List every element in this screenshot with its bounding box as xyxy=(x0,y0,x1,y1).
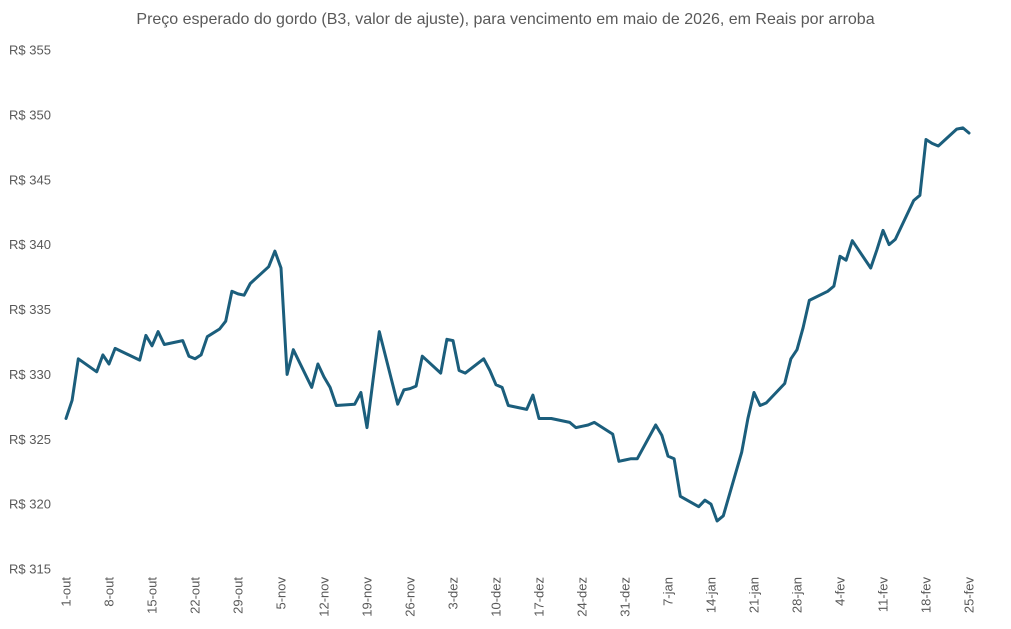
x-tick-label: 29-out xyxy=(231,577,246,614)
x-tick-label: 8-out xyxy=(102,577,117,607)
x-tick-label: 28-jan xyxy=(790,577,805,613)
x-tick-label: 15-out xyxy=(145,577,160,614)
x-tick-label: 14-jan xyxy=(704,577,719,613)
x-tick-label: 18-fev xyxy=(919,577,934,614)
y-tick-label: R$ 330 xyxy=(9,367,51,382)
x-tick-label: 11-fev xyxy=(876,577,891,613)
x-tick-label: 1-out xyxy=(59,577,74,607)
x-tick-label: 26-nov xyxy=(403,577,418,617)
series-line xyxy=(64,126,971,523)
x-tick-label: 31-dez xyxy=(618,577,633,617)
chart-title: Preço esperado do gordo (B3, valor de aj… xyxy=(136,11,875,28)
x-tick-label: 25-fev xyxy=(962,577,977,614)
y-tick-label: R$ 325 xyxy=(9,432,51,447)
y-tick-label: R$ 340 xyxy=(9,237,51,252)
x-tick-label: 10-dez xyxy=(489,577,504,617)
x-tick-label: 21-jan xyxy=(747,577,762,613)
x-tick-label: 12-nov xyxy=(317,577,332,617)
x-tick-label: 17-dez xyxy=(532,577,547,617)
y-tick-label: R$ 320 xyxy=(9,497,51,512)
x-axis-labels: 1-out 8-out 15-out 22-out 29-out 5-nov 12-nov 1… xyxy=(59,577,977,617)
y-tick-label: R$ 350 xyxy=(9,107,51,122)
y-tick-label: R$ 315 xyxy=(9,562,51,577)
y-axis-labels: R$ 315 R$ 320 R$ 325 R$ 330 R$ 335 R$ 340 R$ 3… xyxy=(9,43,51,577)
x-tick-label: 5-nov xyxy=(274,577,289,610)
x-tick-label: 7-jan xyxy=(661,577,676,606)
x-tick-label: 22-out xyxy=(188,577,203,614)
x-tick-label: 19-nov xyxy=(360,577,375,617)
x-tick-label: 24-dez xyxy=(575,577,590,617)
y-tick-label: R$ 355 xyxy=(9,43,51,58)
series-layer xyxy=(64,126,971,523)
y-tick-label: R$ 335 xyxy=(9,302,51,317)
x-tick-label: 4-fev xyxy=(833,577,848,606)
y-tick-label: R$ 345 xyxy=(9,172,51,187)
x-tick-label: 3-dez xyxy=(446,577,461,610)
